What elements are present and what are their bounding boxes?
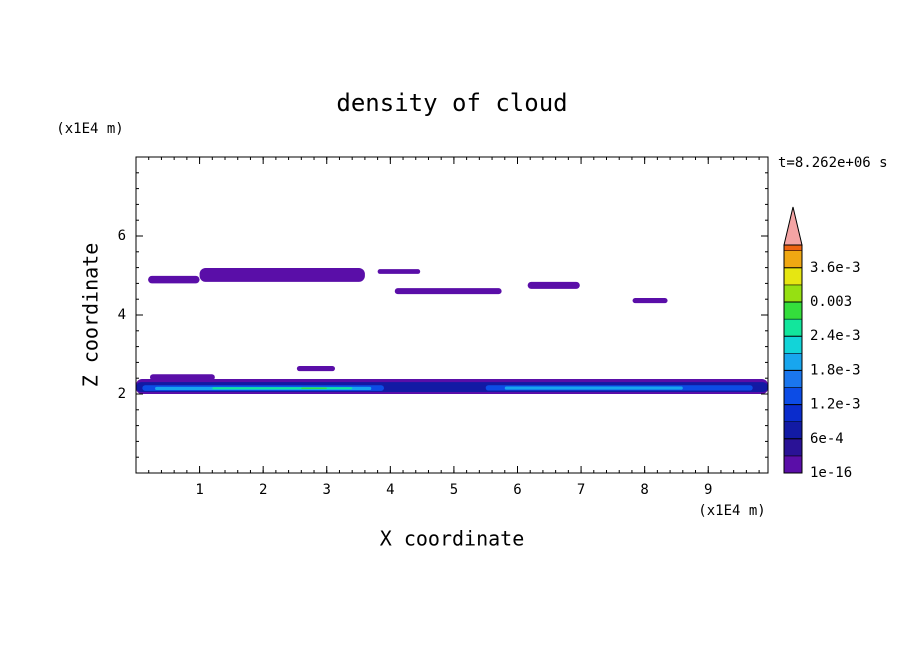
contour-region <box>632 298 668 304</box>
contour-region <box>148 275 200 284</box>
y-axis-label: Z coordinate <box>79 243 103 388</box>
x-tick-label: 7 <box>577 482 585 498</box>
colorbar-tick-label: 6e-4 <box>810 431 844 447</box>
colorbar-tick-label: 2.4e-3 <box>810 328 861 344</box>
y-tick-label: 6 <box>118 228 126 244</box>
colorbar-band <box>783 438 803 457</box>
contour-region <box>301 387 327 389</box>
contour-region <box>296 365 336 372</box>
x-tick-label: 6 <box>513 482 521 498</box>
colorbar-tick-label: 3.6e-3 <box>810 260 861 276</box>
contour-region <box>149 374 215 381</box>
colorbar-over <box>783 206 803 246</box>
time-label: t=8.262e+06 s <box>778 155 888 171</box>
y-tick-label: 4 <box>118 307 126 323</box>
colorbar-band <box>783 250 803 269</box>
x-tick-label: 4 <box>386 482 394 498</box>
y-tick-label: 2 <box>118 386 126 402</box>
colorbar-tick-label: 1e-16 <box>810 465 852 481</box>
chart-title: density of cloud <box>336 89 567 117</box>
x-axis-label: X coordinate <box>380 527 525 551</box>
colorbar-tick-label: 1.2e-3 <box>810 397 861 413</box>
x-tick-label: 1 <box>195 482 203 498</box>
colorbar-band <box>783 301 803 320</box>
colorbar-band <box>783 284 803 303</box>
contour-region <box>527 281 580 289</box>
colorbar-band <box>783 318 803 337</box>
colorbar-band <box>783 387 803 405</box>
contour-region <box>504 386 683 390</box>
x-tick-label: 5 <box>450 482 458 498</box>
colorbar-tick-label: 0.003 <box>810 294 852 310</box>
contour-region <box>394 288 502 295</box>
y-unit: (x1E4 m) <box>56 121 123 137</box>
colorbar-band <box>783 353 803 371</box>
colorbar-band <box>783 335 803 354</box>
contour-region <box>212 387 353 390</box>
colorbar-band <box>783 404 803 422</box>
colorbar-band <box>783 267 803 286</box>
colorbar-band <box>783 244 803 251</box>
colorbar-band <box>783 455 803 474</box>
x-tick-label: 3 <box>323 482 331 498</box>
x-tick-label: 9 <box>704 482 712 498</box>
colorbar-band <box>783 370 803 388</box>
plot-frame <box>135 156 769 474</box>
x-tick-label: 8 <box>640 482 648 498</box>
contour-region <box>199 267 365 282</box>
x-tick-label: 2 <box>259 482 267 498</box>
colorbar-tick-label: 1.8e-3 <box>810 362 861 378</box>
contour-region <box>377 269 421 274</box>
x-unit: (x1E4 m) <box>698 503 765 519</box>
colorbar-band <box>783 421 803 440</box>
